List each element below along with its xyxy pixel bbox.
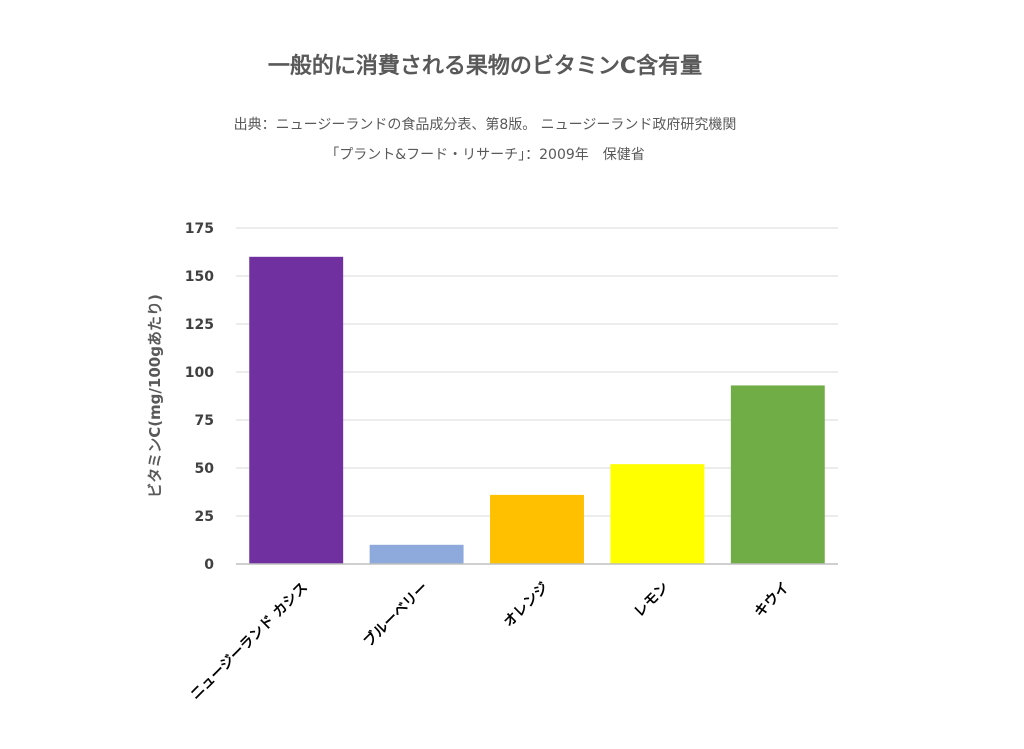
y-tick-label: 0: [204, 557, 214, 573]
bars: [249, 256, 825, 564]
chart-subtitle-line-1: 出典：ニュージーランドの食品成分表、第8版。 ニュージーランド政府研究機関: [233, 117, 737, 133]
x-tick-label: キウイ: [752, 580, 793, 621]
x-tick-label: レモン: [631, 580, 672, 621]
y-tick-labels: 0 25 50 75 100 125 150 175: [185, 221, 214, 573]
chart-title: 一般的に消費される果物のビタミンC含有量: [267, 54, 703, 79]
y-tick-label: 125: [185, 317, 214, 333]
y-tick-label: 75: [195, 413, 214, 429]
x-tick-labels: ニュージーランド カシス ブルーベリー オレンジ レモン キウイ: [188, 579, 793, 703]
chart-subtitle-line-2: 「プラント&フード・リサーチ」：2009年 保健省: [325, 147, 645, 163]
y-tick-label: 175: [185, 221, 214, 237]
y-tick-label: 25: [195, 509, 214, 525]
x-tick-label: オレンジ: [501, 580, 552, 631]
bar: [249, 256, 344, 564]
bar: [610, 464, 705, 564]
bar: [490, 494, 584, 564]
y-axis-title: ビタミンC(mg/100gあたり): [146, 294, 164, 498]
x-tick-label: ニュージーランド カシス: [188, 580, 311, 703]
y-tick-label: 100: [185, 365, 214, 381]
y-tick-label: 50: [195, 461, 215, 477]
bar: [730, 385, 825, 564]
y-tick-label: 150: [185, 269, 214, 285]
x-tick-label: ブルーベリー: [360, 579, 431, 650]
bar: [369, 544, 464, 564]
